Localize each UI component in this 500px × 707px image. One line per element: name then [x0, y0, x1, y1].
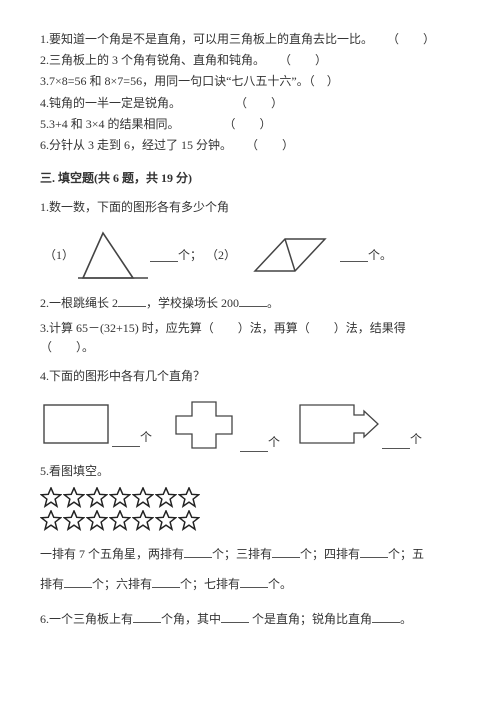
tf-q2: 2.三角板上的 3 个角有锐角、直角和钝角。 — [40, 53, 265, 67]
tf-q3: 3.7×8=56 和 8×7=56，用同一句口诀“七八五十六”。（ ） — [40, 74, 339, 88]
q6b: 个角，其中 — [161, 612, 221, 626]
star-icon — [132, 510, 154, 532]
q6-blank-3[interactable] — [372, 610, 400, 623]
tf-q5: 5.3+4 和 3×4 的结果相同。 — [40, 117, 180, 131]
paren[interactable]: （ ） — [393, 32, 435, 46]
q5-text7: 个；七排有 — [180, 577, 240, 591]
q6-blank-2[interactable] — [221, 610, 249, 623]
q5-blank-2[interactable] — [272, 545, 300, 558]
fib-q3c: ）法，结果得 — [334, 321, 406, 335]
q1-unit-1: 个； — [178, 246, 202, 265]
star-row — [40, 510, 460, 532]
fib-q5: 5.看图填空。 — [40, 462, 460, 481]
fib-q3d: （ — [40, 340, 52, 354]
q1-unit-2: 个。 — [368, 246, 392, 265]
q5-text6: 个；六排有 — [92, 577, 152, 591]
star-icon — [155, 510, 177, 532]
q5-text5: 排有 — [40, 577, 64, 591]
star-icon — [63, 487, 85, 509]
fib-q2b: ，学校操场长 200 — [146, 296, 239, 310]
star-icon — [109, 510, 131, 532]
star-icon — [86, 487, 108, 509]
q6-blank-1[interactable] — [133, 610, 161, 623]
q5-text2: 个；三排有 — [212, 547, 272, 561]
star-icon — [63, 510, 85, 532]
q4-unit-3: 个 — [410, 430, 422, 449]
q1-part2-label: （2） — [206, 246, 236, 265]
tf-q6: 6.分针从 3 走到 6，经过了 15 分钟。 — [40, 138, 232, 152]
triangle-figure — [78, 228, 150, 284]
fib-q3a: 3.计算 65－(32+15) 时，应先算（ — [40, 321, 214, 335]
q6a: 6.一个三角板上有 — [40, 612, 133, 626]
q5-blank-5[interactable] — [152, 575, 180, 588]
q5-blank-6[interactable] — [240, 575, 268, 588]
star-icon — [178, 487, 200, 509]
q5-blank-3[interactable] — [360, 545, 388, 558]
q4-unit-1: 个 — [140, 428, 152, 447]
star-icon — [178, 510, 200, 532]
fib-q4: 4.下面的图形中各有几个直角？ — [40, 367, 460, 386]
paren[interactable]: （ ） — [285, 53, 327, 67]
fib-q3b: ）法，再算（ — [238, 321, 310, 335]
stars-container — [40, 487, 460, 532]
star-row — [40, 487, 460, 509]
star-icon — [132, 487, 154, 509]
q5-text4: 个；五 — [388, 547, 424, 561]
parallelogram-figure — [240, 231, 340, 281]
fib-q2a: 2.一根跳绳长 2 — [40, 296, 118, 310]
fib-q3e: ）。 — [76, 340, 94, 354]
q5-text3: 个；四排有 — [300, 547, 360, 561]
rectangle-figure — [40, 401, 112, 447]
q5-text1: 一排有 7 个五角星，两排有 — [40, 547, 184, 561]
q4-blank-2[interactable] — [240, 439, 268, 452]
fib-q2c: 。 — [267, 296, 279, 310]
fib-q1: 1.数一数，下面的图形各有多少个角 — [40, 198, 460, 217]
arrow-figure — [296, 399, 382, 449]
q1-blank-2[interactable] — [340, 249, 368, 262]
paren[interactable]: （ ） — [252, 138, 294, 152]
q5-text8: 个。 — [268, 577, 292, 591]
q1-blank-1[interactable] — [150, 249, 178, 262]
paren[interactable]: （ ） — [230, 117, 272, 131]
section-3-title: 三. 填空题(共 6 题，共 19 分) — [40, 169, 460, 188]
q2-blank-2[interactable] — [239, 294, 267, 307]
q6c: 个是直角；锐角比直角 — [249, 612, 372, 626]
tf-q1: 1.要知道一个角是不是直角，可以用三角板上的直角去比一比。 — [40, 32, 373, 46]
q1-part1-label: （1） — [44, 246, 74, 265]
q4-blank-1[interactable] — [112, 434, 140, 447]
q2-blank-1[interactable] — [118, 294, 146, 307]
star-icon — [109, 487, 131, 509]
cross-figure — [168, 396, 240, 452]
star-icon — [40, 510, 62, 532]
q5-blank-1[interactable] — [184, 545, 212, 558]
q6d: 。 — [400, 612, 412, 626]
q4-blank-3[interactable] — [382, 436, 410, 449]
q5-blank-4[interactable] — [64, 575, 92, 588]
star-icon — [155, 487, 177, 509]
tf-q4: 4.钝角的一半一定是锐角。 — [40, 96, 181, 110]
star-icon — [86, 510, 108, 532]
q4-unit-2: 个 — [268, 433, 280, 452]
star-icon — [40, 487, 62, 509]
paren[interactable]: （ ） — [241, 96, 283, 110]
